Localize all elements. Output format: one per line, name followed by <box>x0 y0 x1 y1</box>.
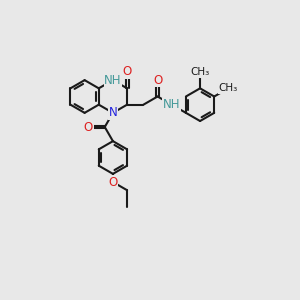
Text: O: O <box>108 176 118 188</box>
Text: CH₃: CH₃ <box>219 83 238 93</box>
Text: NH: NH <box>163 98 181 111</box>
Text: CH₃: CH₃ <box>190 67 210 77</box>
Text: O: O <box>84 121 93 134</box>
Text: NH: NH <box>104 74 122 87</box>
Text: O: O <box>122 65 132 79</box>
Text: O: O <box>153 74 162 87</box>
Text: N: N <box>109 106 117 119</box>
